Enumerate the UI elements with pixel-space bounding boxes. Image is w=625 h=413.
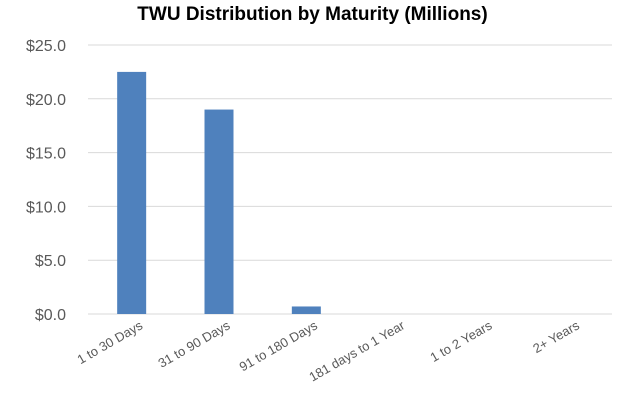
bar bbox=[204, 109, 234, 314]
y-tick-label: $10.0 bbox=[26, 199, 66, 216]
chart-title: TWU Distribution by Maturity (Millions) bbox=[137, 4, 488, 25]
bar bbox=[291, 306, 321, 314]
x-tick-label: 1 to 2 Years bbox=[428, 317, 495, 365]
x-tick-label: 31 to 90 Days bbox=[156, 317, 233, 370]
y-tick-label: $5.0 bbox=[35, 253, 66, 270]
y-tick-label: $15.0 bbox=[26, 146, 66, 163]
x-tick-label: 181 days to 1 Year bbox=[306, 317, 407, 384]
x-tick-label: 2+ Years bbox=[530, 317, 582, 356]
bar bbox=[117, 71, 147, 315]
y-tick-label: $0.0 bbox=[35, 307, 66, 324]
x-tick-label: 91 to 180 Days bbox=[237, 317, 321, 374]
y-tick-label: $25.0 bbox=[26, 38, 66, 55]
x-tick-label: 1 to 30 Days bbox=[74, 317, 145, 367]
y-tick-label: $20.0 bbox=[26, 92, 66, 109]
